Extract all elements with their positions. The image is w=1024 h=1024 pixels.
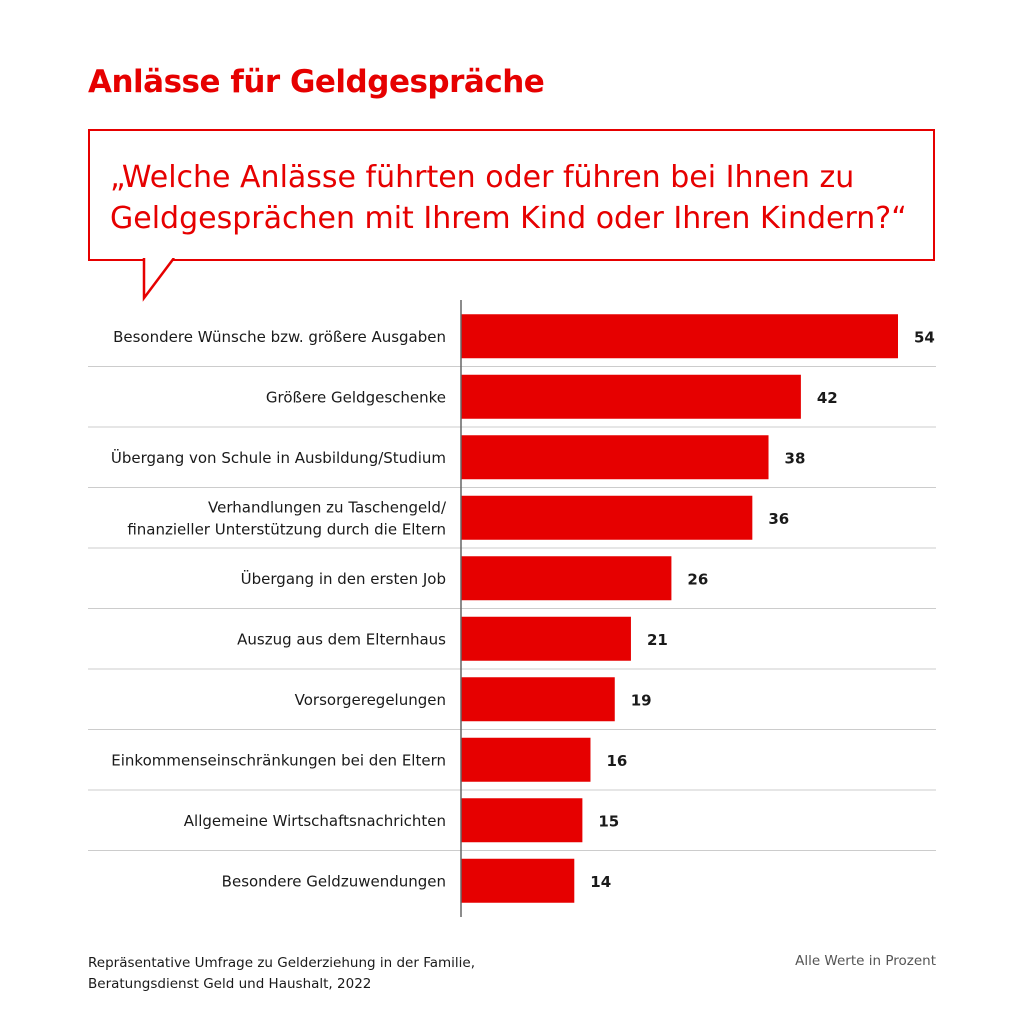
source-note: Repräsentative Umfrage zu Gelderziehung … [88,953,475,995]
bar [461,677,615,722]
value-label: 19 [631,691,652,709]
bar [461,314,898,359]
question-speech-bubble [88,129,935,261]
value-label: 38 [785,449,806,467]
category-label: Besondere Wünsche bzw. größere Ausgaben [113,328,446,346]
category-label: Vorsorgeregelungen [295,691,446,709]
survey-question: „Welche Anlässe führten oder führen bei … [110,160,907,236]
value-label: 42 [817,389,838,407]
category-label: Auszug aus dem Elternhaus [237,630,446,648]
bar [461,374,801,419]
unit-note: Alle Werte in Prozent [795,953,936,969]
bar [461,798,583,843]
category-label: Verhandlungen zu Taschengeld/ [208,498,447,516]
bar [461,556,672,601]
bar [461,495,753,540]
value-label: 15 [598,812,619,830]
value-label: 36 [768,510,789,528]
value-label: 14 [590,873,611,891]
category-label: Größere Geldgeschenke [266,388,446,406]
speech-bubble-tail-icon [142,258,175,302]
category-label: finanzieller Unterstützung durch die Elt… [127,520,446,538]
category-label: Übergang von Schule in Ausbildung/Studiu… [111,448,446,467]
value-label: 54 [914,328,935,346]
bar [461,616,631,661]
source-line-1: Repräsentative Umfrage zu Gelderziehung … [88,955,475,971]
chart-title: Anlässe für Geldgespräche [88,64,545,100]
bar [461,737,591,782]
value-label: 21 [647,631,668,649]
category-label: Einkommenseinschränkungen bei den Eltern [111,751,446,769]
source-line-2: Beratungsdienst Geld und Haushalt, 2022 [88,976,372,992]
bar [461,435,769,480]
value-label: 16 [606,752,627,770]
value-label: 26 [687,570,708,588]
bar [461,858,575,903]
category-label: Allgemeine Wirtschaftsnachrichten [184,812,446,830]
category-label: Besondere Geldzuwendungen [222,872,446,890]
category-label: Übergang in den ersten Job [241,569,446,588]
